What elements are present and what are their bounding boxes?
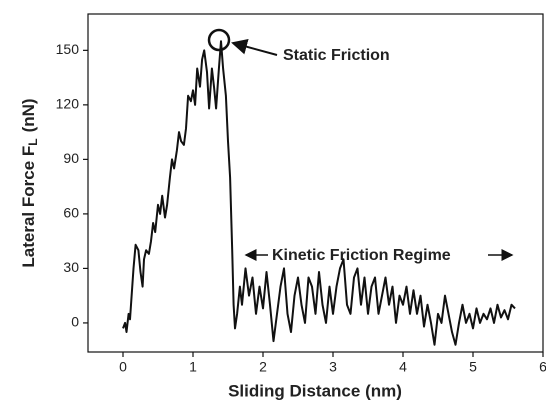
x-tick-label: 0 — [119, 359, 127, 375]
x-tick-label: 1 — [189, 359, 197, 375]
y-tick-label: 120 — [56, 96, 80, 112]
y-tick-label: 0 — [71, 314, 79, 330]
y-tick-label: 30 — [63, 259, 79, 275]
data-line — [122, 40, 516, 346]
x-tick-label: 2 — [259, 359, 267, 375]
y-tick-label: 60 — [63, 205, 79, 221]
y-tick-label: 90 — [63, 150, 79, 166]
static-annotation: Static Friction — [283, 47, 390, 64]
y-label-sub: L — [26, 138, 40, 145]
x-axis-label: Sliding Distance (nm) — [228, 381, 402, 400]
y-label-unit: (nN) — [19, 98, 38, 132]
peak-circle — [207, 28, 231, 52]
x-tick-label: 5 — [469, 359, 477, 375]
y-tick-label: 150 — [56, 41, 80, 57]
x-tick-label: 3 — [329, 359, 337, 375]
y-label-main: Lateral Force F — [19, 146, 38, 268]
plot-frame — [87, 13, 544, 353]
x-tick-label: 6 — [539, 359, 546, 375]
static-arrow — [231, 38, 278, 56]
y-axis-label: Lateral Force FL (nN) — [19, 98, 40, 267]
x-tick-label: 4 — [399, 359, 407, 375]
kinetic-annotation: Kinetic Friction Regime — [272, 247, 451, 264]
